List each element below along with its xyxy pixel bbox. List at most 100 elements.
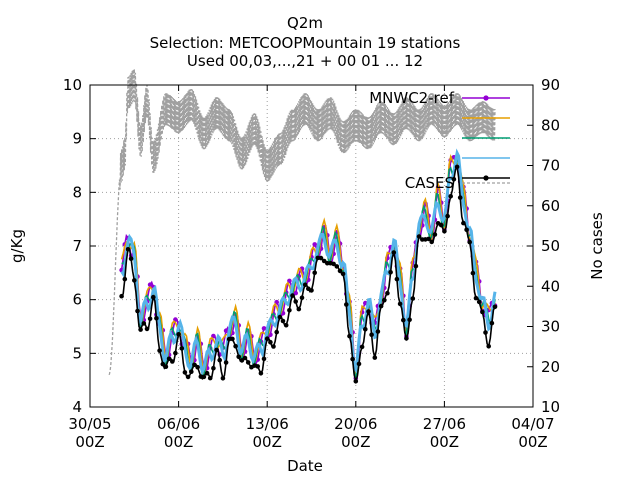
y2-tick-label: 20 bbox=[541, 358, 560, 376]
series-3 bbox=[120, 148, 497, 377]
series-point bbox=[391, 250, 397, 255]
series-point bbox=[337, 268, 343, 274]
series-point bbox=[476, 299, 482, 305]
series-point bbox=[293, 299, 299, 304]
series-point bbox=[154, 316, 159, 321]
y2-tick-label: 90 bbox=[541, 76, 560, 94]
series-point bbox=[464, 227, 469, 233]
series-point bbox=[268, 339, 273, 345]
x-tick-label: 30/05 bbox=[68, 415, 111, 433]
series-point bbox=[151, 294, 156, 300]
series-point bbox=[378, 303, 384, 309]
series-point bbox=[401, 317, 406, 323]
y-tick-label: 7 bbox=[72, 237, 82, 255]
series-point bbox=[122, 276, 128, 282]
series-point bbox=[442, 228, 447, 234]
series-point bbox=[157, 348, 162, 353]
series-point bbox=[347, 333, 352, 339]
legend-label: MNWC2-ref bbox=[369, 89, 454, 107]
x-tick-label: 04/07 bbox=[511, 415, 554, 433]
series-point bbox=[258, 371, 264, 376]
series-point bbox=[201, 374, 207, 380]
series-point bbox=[128, 256, 134, 262]
series-point bbox=[363, 326, 368, 332]
grid bbox=[90, 85, 533, 407]
series-point bbox=[207, 375, 213, 381]
series-point bbox=[192, 362, 197, 368]
series-group bbox=[119, 148, 498, 385]
series-point bbox=[236, 354, 241, 360]
series-point bbox=[293, 290, 299, 296]
series-point bbox=[230, 336, 235, 342]
series-point bbox=[176, 332, 181, 337]
y2-tick-label: 80 bbox=[541, 116, 560, 134]
series-point bbox=[119, 293, 124, 299]
x-tick-label: 27/06 bbox=[423, 415, 466, 433]
x-tick-label: 20/06 bbox=[334, 415, 377, 433]
series-point bbox=[189, 369, 194, 375]
series-point bbox=[261, 326, 267, 331]
series-4 bbox=[119, 164, 498, 385]
x-tick-label: 06/06 bbox=[157, 415, 200, 433]
series-point bbox=[299, 295, 305, 301]
y2-tick-label: 10 bbox=[541, 398, 560, 416]
series-point bbox=[144, 326, 150, 332]
series-point bbox=[438, 222, 444, 228]
series-point bbox=[432, 232, 438, 237]
x-tick-label: 00Z bbox=[341, 433, 370, 451]
series-point bbox=[382, 297, 387, 303]
x-tick-label: 00Z bbox=[164, 433, 193, 451]
series-point bbox=[261, 356, 267, 362]
series-point bbox=[410, 296, 416, 301]
series-point bbox=[492, 304, 498, 310]
series-point bbox=[312, 242, 318, 247]
series-point bbox=[255, 364, 260, 369]
y2-tick-label: 50 bbox=[541, 237, 560, 255]
series-point bbox=[448, 194, 454, 199]
legend-label-cases: CASES bbox=[405, 174, 454, 192]
series-point bbox=[296, 306, 302, 312]
series-point bbox=[480, 309, 485, 315]
series-point bbox=[290, 293, 295, 298]
series-point bbox=[242, 355, 248, 361]
series-point bbox=[366, 309, 371, 314]
series-point bbox=[214, 347, 219, 353]
series-point bbox=[223, 360, 229, 365]
series-point bbox=[353, 378, 359, 384]
series-point bbox=[407, 317, 412, 323]
series-point bbox=[375, 329, 381, 334]
series-point bbox=[470, 270, 476, 276]
y-tick-label: 5 bbox=[72, 344, 82, 362]
series-line bbox=[120, 148, 497, 377]
series-point bbox=[220, 376, 226, 381]
series-point bbox=[359, 344, 365, 350]
series-point bbox=[334, 264, 340, 269]
y2-axis-label: No cases bbox=[588, 212, 606, 280]
series-point bbox=[135, 308, 140, 314]
series-point bbox=[344, 302, 349, 307]
series-point bbox=[372, 355, 378, 360]
legend: MNWC2-ref CASES bbox=[369, 89, 510, 192]
series-point bbox=[426, 236, 431, 242]
series-point bbox=[385, 290, 390, 296]
cases-series bbox=[108, 68, 496, 376]
series-point bbox=[195, 364, 200, 370]
series-point bbox=[141, 321, 147, 326]
series-point bbox=[204, 370, 210, 376]
series-point bbox=[147, 282, 153, 288]
x-axis-label: Date bbox=[287, 457, 323, 475]
y-tick-label: 10 bbox=[63, 76, 82, 94]
series-point bbox=[211, 365, 216, 371]
series-point bbox=[429, 239, 435, 245]
series-point bbox=[280, 318, 286, 324]
series-point bbox=[489, 320, 495, 326]
series-point bbox=[312, 270, 318, 276]
x-tick-label: 00Z bbox=[430, 433, 459, 451]
series-point bbox=[173, 350, 178, 356]
series-point bbox=[179, 346, 185, 351]
chart-subtitle-2: Used 00,03,...,21 + 00 01 ... 12 bbox=[187, 52, 423, 70]
series-point bbox=[239, 358, 245, 363]
y-axis-label: g/Kg bbox=[8, 229, 26, 263]
y-tick-label: 6 bbox=[72, 291, 82, 309]
series-point bbox=[309, 288, 314, 293]
